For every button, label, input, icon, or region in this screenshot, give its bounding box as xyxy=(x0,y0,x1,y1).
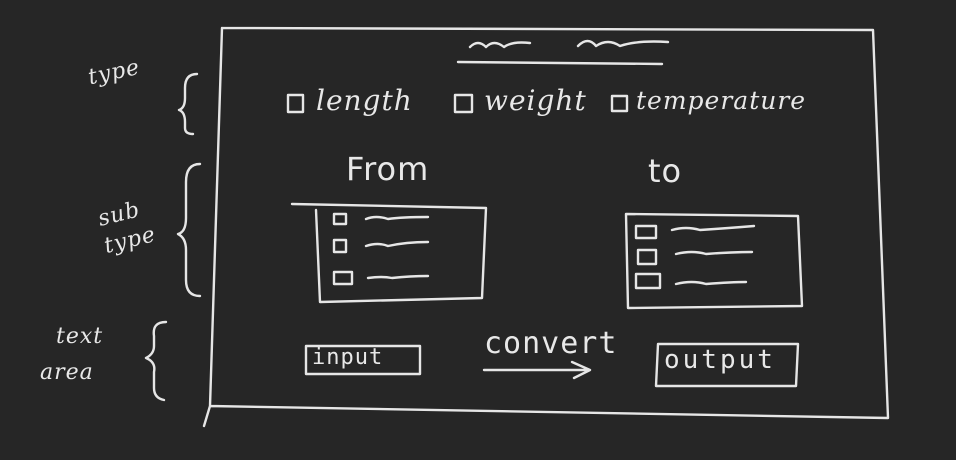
annotation-textarea-line2: area xyxy=(40,360,94,385)
title-squiggle xyxy=(468,39,670,49)
checkbox-temperature xyxy=(610,94,629,113)
output-box xyxy=(654,342,800,388)
app-window-frame xyxy=(202,26,890,428)
annotation-textarea-line1: text xyxy=(56,324,104,349)
checkbox-length xyxy=(286,93,305,114)
option-length-label[interactable]: length xyxy=(316,84,413,117)
output-field: output xyxy=(664,345,776,375)
option-weight-label[interactable]: weight xyxy=(484,84,587,117)
option-temperature-label[interactable]: temperature xyxy=(636,86,807,115)
from-header: From xyxy=(346,150,430,188)
type-brace xyxy=(177,72,199,136)
convert-button[interactable]: convert xyxy=(484,326,618,361)
from-list-box xyxy=(290,202,488,304)
textarea-brace xyxy=(144,320,168,402)
input-field[interactable]: input xyxy=(312,345,384,370)
title-underline xyxy=(456,60,664,66)
to-list-box xyxy=(624,212,804,310)
to-header: to xyxy=(648,152,683,190)
convert-arrow xyxy=(482,360,592,380)
checkbox-weight xyxy=(453,93,474,114)
input-box xyxy=(304,344,422,376)
subtype-brace xyxy=(176,162,202,298)
